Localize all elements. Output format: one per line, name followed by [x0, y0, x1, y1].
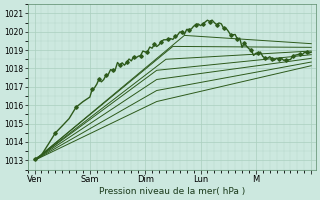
- X-axis label: Pression niveau de la mer( hPa ): Pression niveau de la mer( hPa ): [99, 187, 245, 196]
